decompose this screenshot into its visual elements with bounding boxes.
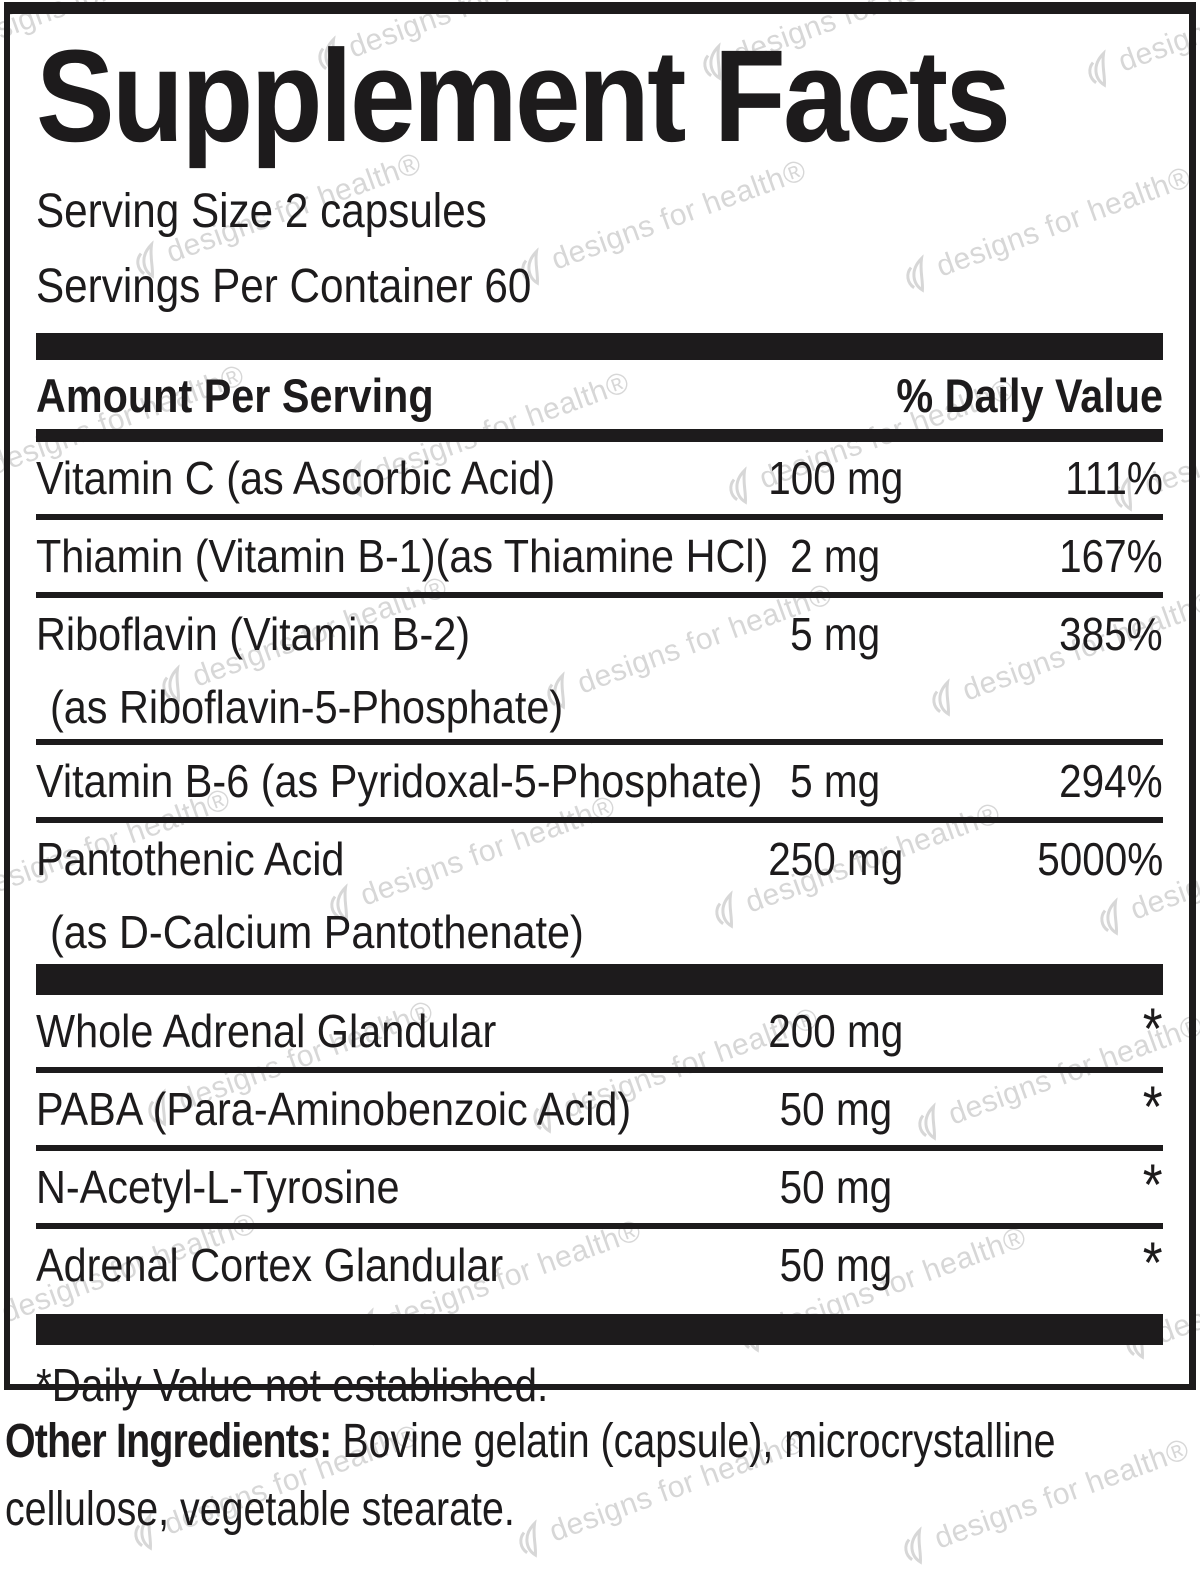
- nutrient-daily-value: 385%: [1059, 608, 1163, 660]
- table-row: Whole Adrenal Glandular 200 mg *: [36, 995, 1163, 1067]
- table-row: Pantothenic Acid (as D-Calcium Pantothen…: [36, 823, 1163, 964]
- other-ingredients-text: Bovine gelatin (capsule), microcrystalli…: [5, 1415, 1056, 1537]
- row-divider: [36, 592, 1163, 598]
- row-divider: [36, 1145, 1163, 1151]
- nutrient-daily-value: 294%: [1059, 755, 1163, 807]
- table-row: Thiamin (Vitamin B-1)(as Thiamine HCl) 2…: [36, 520, 1163, 592]
- nutrient-name: Vitamin B-6 (as Pyridoxal-5-Phosphate): [36, 755, 763, 807]
- section-bar-top: [36, 333, 1163, 360]
- row-divider: [36, 1223, 1163, 1229]
- daily-value-footnote: *Daily Value not established.: [36, 1359, 549, 1411]
- nutrient-name: N-Acetyl-L-Tyrosine: [36, 1161, 400, 1213]
- row-divider: [36, 1067, 1163, 1073]
- nutrient-amount: 50 mg: [779, 1239, 892, 1291]
- header-amount-per-serving: Amount Per Serving: [36, 369, 434, 422]
- row-divider: [36, 514, 1163, 520]
- section-bar-middle: [36, 964, 1163, 995]
- nutrient-daily-value: 167%: [1059, 530, 1163, 582]
- nutrient-name: Thiamin (Vitamin B-1)(as Thiamine HCl): [36, 530, 769, 582]
- header-underline-bar: [36, 429, 1163, 442]
- table-row: N-Acetyl-L-Tyrosine 50 mg *: [36, 1151, 1163, 1223]
- nutrient-name-secondary: (as D-Calcium Pantothenate): [50, 906, 584, 958]
- table-row: Vitamin C (as Ascorbic Acid) 100 mg 111%: [36, 442, 1163, 514]
- nutrient-amount: 50 mg: [779, 1083, 892, 1135]
- nutrient-name: Pantothenic Acid (as D-Calcium Pantothen…: [36, 836, 708, 955]
- nutrient-amount: 200 mg: [767, 1005, 904, 1057]
- nutrient-name: Riboflavin (Vitamin B-2) (as Riboflavin-…: [36, 611, 708, 730]
- nutrient-amount: 250 mg: [767, 833, 904, 885]
- nutrient-name: PABA (Para-Aminobenzoic Acid): [36, 1083, 632, 1135]
- nutrient-daily-value: 111%: [1065, 452, 1163, 504]
- nutrient-daily-value-asterisk: *: [1143, 1153, 1163, 1218]
- nutrient-name-secondary: (as Riboflavin-5-Phosphate): [50, 681, 564, 733]
- other-ingredients-label: Other Ingredients:: [5, 1415, 332, 1468]
- table-row: PABA (Para-Aminobenzoic Acid) 50 mg *: [36, 1073, 1163, 1145]
- nutrient-amount: 2 mg: [790, 530, 881, 582]
- nutrient-name: Whole Adrenal Glandular: [36, 1005, 497, 1057]
- row-divider: [36, 817, 1163, 823]
- supplement-facts-panel: Supplement Facts Serving Size 2 capsules…: [4, 2, 1196, 1408]
- nutrient-name: Adrenal Cortex Glandular: [36, 1239, 504, 1291]
- panel-title-text: Supplement Facts: [36, 22, 1011, 169]
- nutrient-name: Vitamin C (as Ascorbic Acid): [36, 452, 556, 504]
- nutrient-daily-value: 5000%: [1036, 833, 1163, 885]
- serving-size: Serving Size 2 capsules: [36, 185, 487, 238]
- row-divider: [36, 739, 1163, 745]
- panel-title: Supplement Facts: [36, 30, 1163, 161]
- nutrient-daily-value-asterisk: *: [1143, 997, 1163, 1062]
- nutrient-daily-value-asterisk: *: [1143, 1075, 1163, 1140]
- nutrient-amount: 100 mg: [767, 452, 904, 504]
- nutrient-amount: 5 mg: [790, 755, 881, 807]
- dfh-logo-icon: [0, 1300, 2, 1344]
- nutrient-daily-value-asterisk: *: [1143, 1231, 1163, 1296]
- header-percent-daily-value: % Daily Value: [896, 369, 1163, 422]
- nutrient-amount: 50 mg: [779, 1161, 892, 1213]
- table-row: Riboflavin (Vitamin B-2) (as Riboflavin-…: [36, 598, 1163, 739]
- other-ingredients: Other Ingredients: Bovine gelatin (capsu…: [5, 1408, 1200, 1544]
- table-row: Adrenal Cortex Glandular 50 mg *: [36, 1229, 1163, 1301]
- servings-per-container: Servings Per Container 60: [36, 260, 532, 313]
- section-bar-bottom: [36, 1314, 1163, 1345]
- table-row: Vitamin B-6 (as Pyridoxal-5-Phosphate) 5…: [36, 745, 1163, 817]
- table-header-row: Amount Per Serving % Daily Value: [36, 360, 1163, 421]
- nutrient-amount: 5 mg: [790, 608, 881, 660]
